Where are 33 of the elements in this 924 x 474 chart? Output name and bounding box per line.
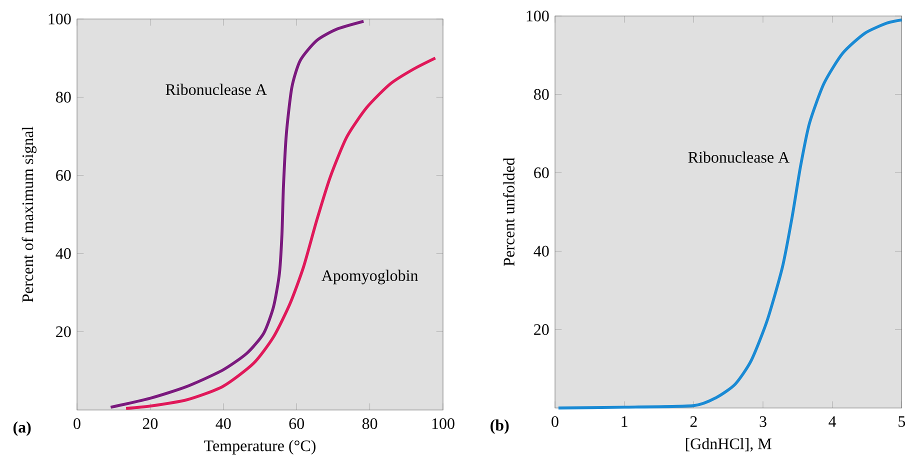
x-tick-label: 100 — [432, 418, 454, 430]
series-label: Apomyoglobin — [322, 270, 418, 284]
x-axis-title: [GdnHCl], M — [686, 438, 772, 452]
line-series — [124, 56, 437, 410]
x-tick-label: 0 — [74, 418, 80, 430]
series-label: Ribonuclease A — [688, 151, 790, 163]
x-tick-label: 5 — [898, 416, 906, 427]
x-tick-label: 0 — [552, 416, 558, 428]
y-axis-title: Percent unfolded — [503, 158, 514, 266]
x-tick-label: 60 — [289, 418, 304, 430]
line-series — [557, 18, 904, 410]
text: (a) — [13, 421, 31, 436]
x-axis-title: Temperature (°C) — [204, 440, 316, 454]
x-tick-label: 40 — [216, 418, 231, 430]
y-tick-label: 80 — [534, 88, 549, 100]
y-axis-title: Percent of maximum signal — [22, 126, 36, 302]
x-tick-label: 20 — [142, 418, 158, 430]
x-tick-label: 3 — [760, 416, 766, 427]
text: (b) — [490, 419, 509, 434]
x-tick-label: 4 — [828, 416, 836, 427]
y-tick-label: 100 — [48, 14, 71, 24]
y-tick-label: 40 — [56, 248, 71, 259]
series-label: Ribonuclease A — [166, 84, 267, 95]
y-tick-label: 80 — [56, 92, 71, 103]
y-tick-label: 20 — [56, 326, 71, 338]
y-tick-label: 40 — [534, 246, 549, 257]
y-tick-label: 100 — [526, 10, 549, 22]
y-tick-label: 20 — [534, 324, 549, 335]
x-tick-label: 2 — [690, 416, 697, 427]
y-tick-label: 60 — [534, 167, 549, 178]
x-tick-label: 80 — [362, 418, 378, 430]
y-tick-label: 60 — [56, 170, 71, 181]
x-tick-label: 1 — [622, 416, 628, 427]
